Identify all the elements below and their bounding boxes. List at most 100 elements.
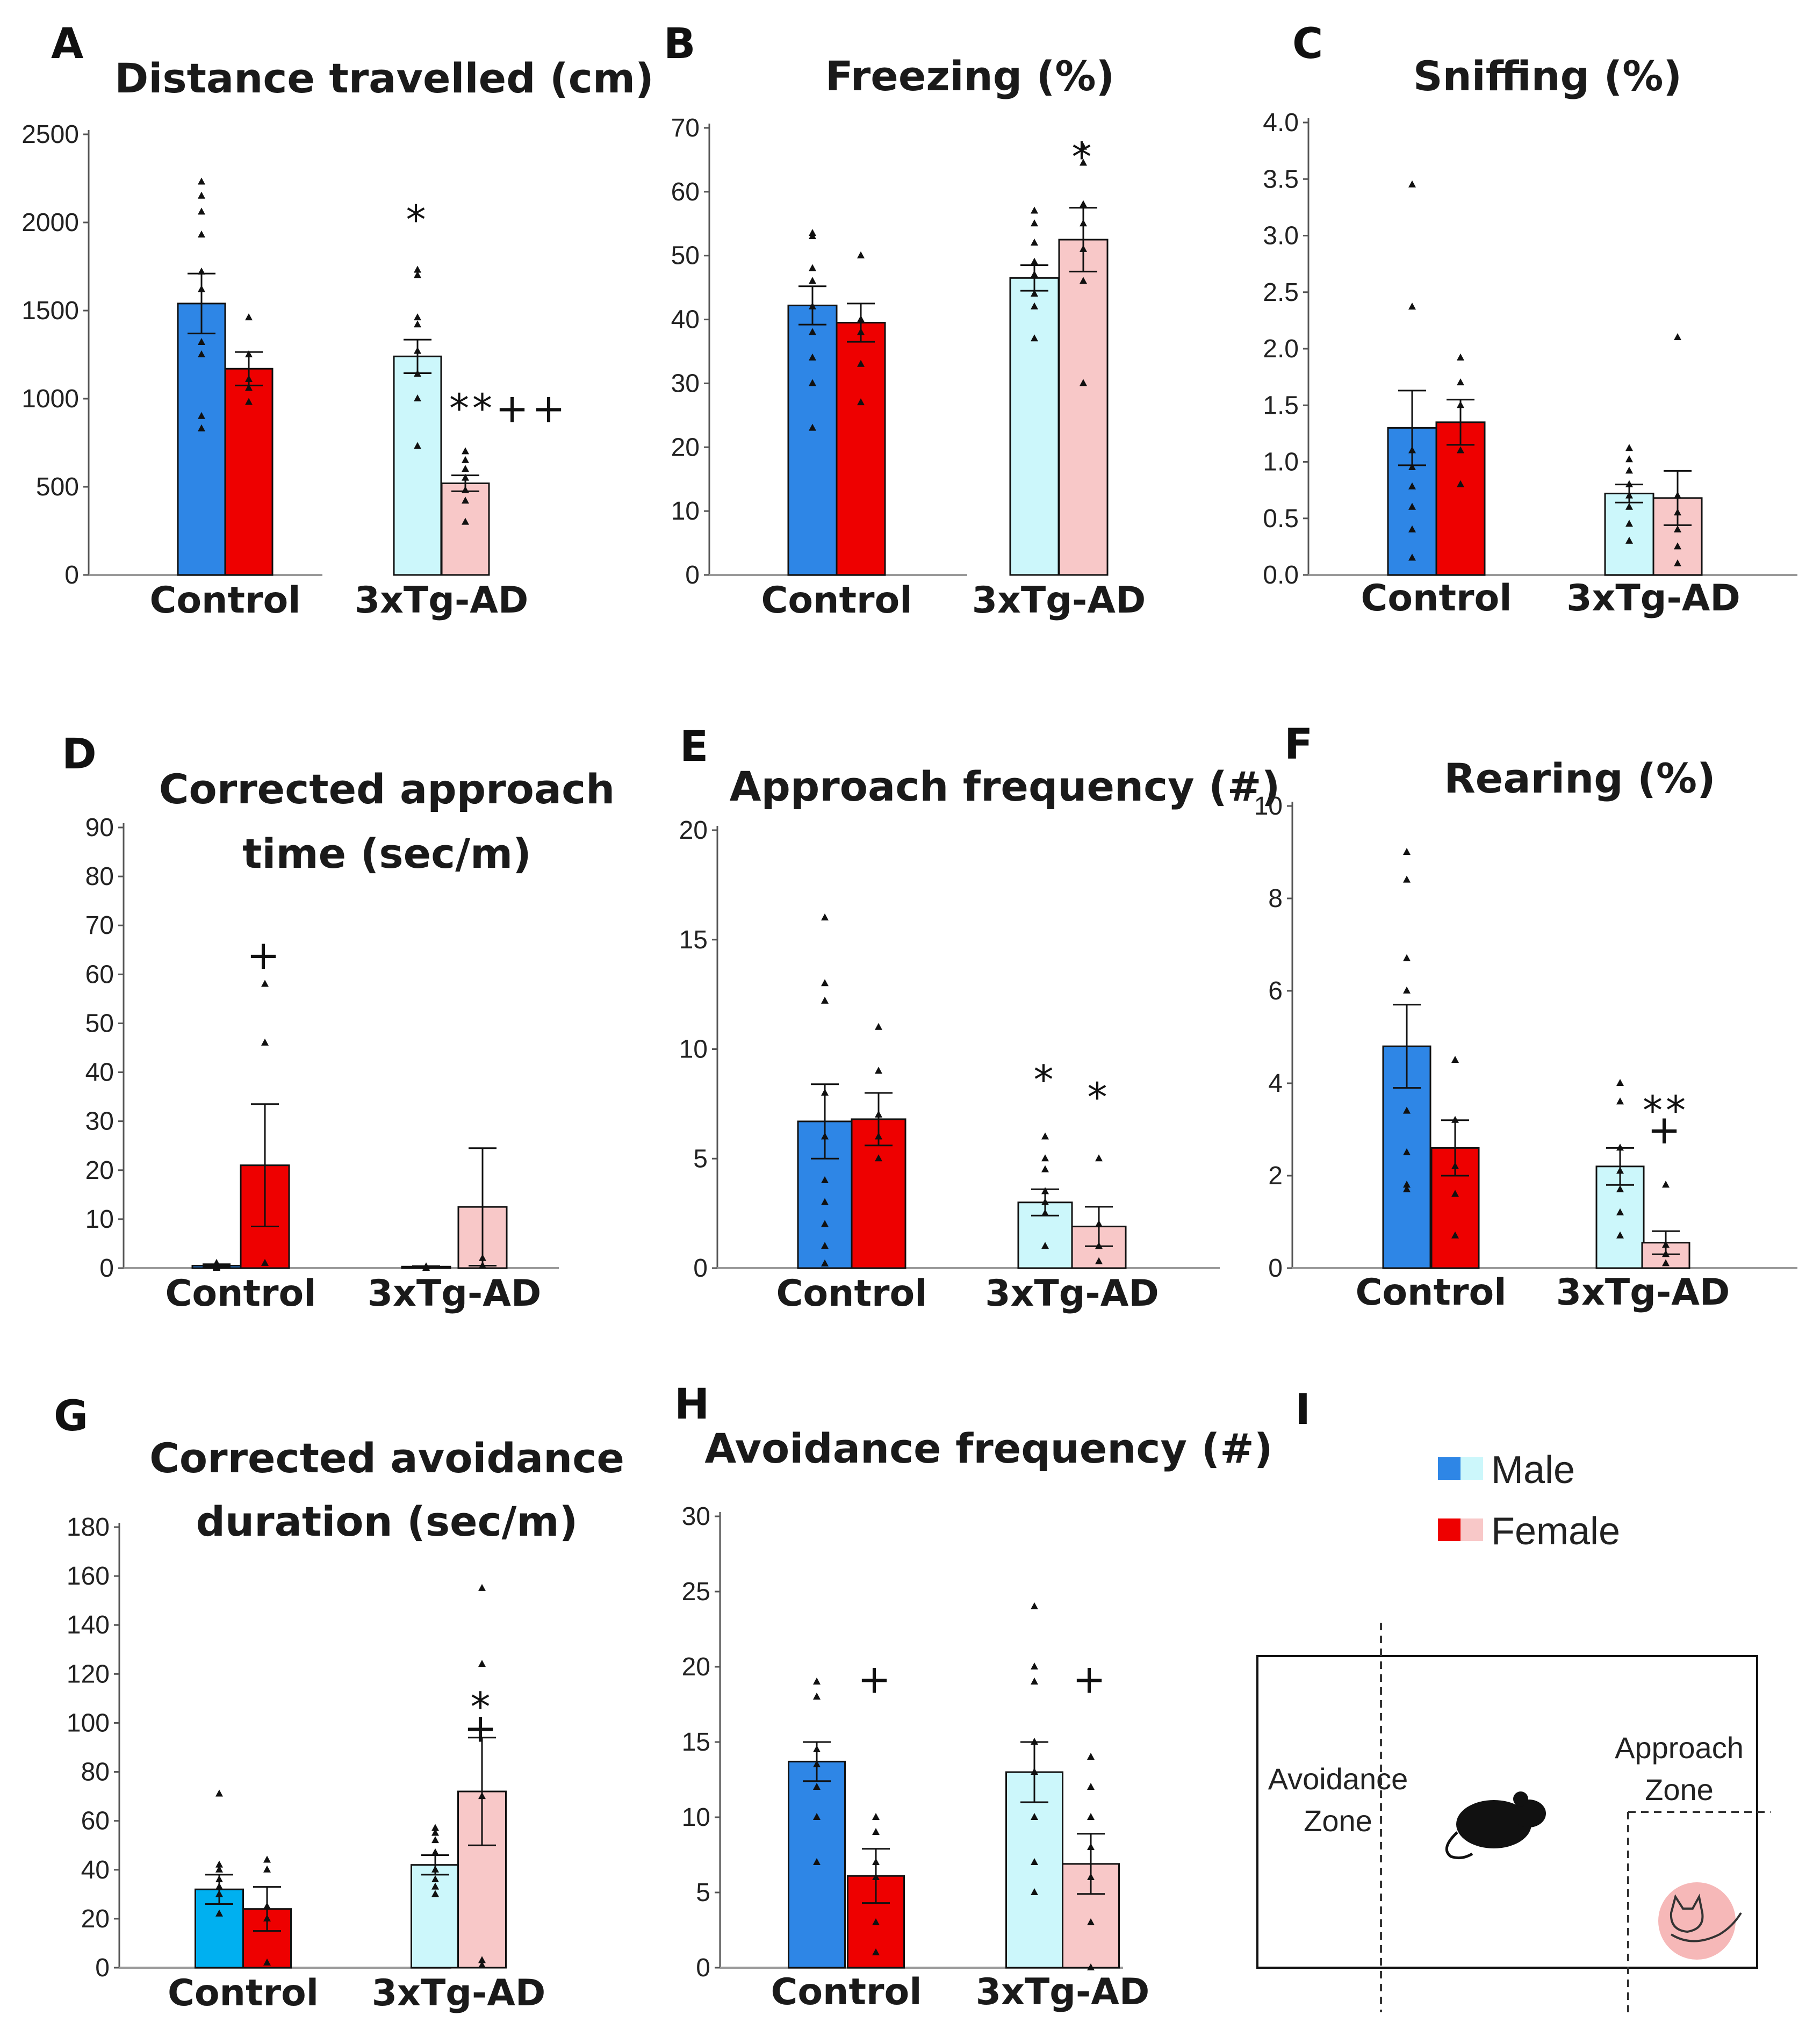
data-point xyxy=(261,980,269,987)
y-tick-label: 0 xyxy=(693,1254,708,1283)
y-tick-label: 20 xyxy=(81,1905,110,1933)
data-point xyxy=(478,1961,486,1968)
data-point xyxy=(1674,333,1681,340)
y-tick-label: 60 xyxy=(671,178,700,206)
data-point xyxy=(1031,290,1038,297)
data-point xyxy=(1031,1738,1038,1745)
data-point xyxy=(1616,1185,1624,1192)
y-tick-label: 10 xyxy=(682,1803,710,1832)
y-tick-label: 50 xyxy=(671,242,700,270)
data-point xyxy=(821,1242,829,1249)
bar-control-male xyxy=(787,304,838,576)
data-point xyxy=(462,465,469,472)
y-tick-label: 70 xyxy=(671,114,700,142)
data-point xyxy=(422,1264,430,1271)
data-point xyxy=(1080,379,1087,386)
data-point xyxy=(414,271,421,278)
y-tick-label: 0 xyxy=(95,1954,110,1982)
y-tick-label: 15 xyxy=(682,1728,710,1757)
data-point xyxy=(213,1264,220,1271)
data-point xyxy=(1087,1843,1095,1850)
y-tick-label: 160 xyxy=(67,1562,110,1590)
chart-panel-b: B Freezing (%) 0 10 20 30 40 50 60 70 Control 3xTg-… xyxy=(664,20,1146,622)
data-point xyxy=(245,313,253,321)
panel-letter: C xyxy=(1292,20,1323,68)
cat-circle xyxy=(1658,1882,1736,1960)
chart-title: Approach frequency (#) xyxy=(730,762,1280,810)
panel-letter: B xyxy=(664,20,695,68)
y-tick-label: 40 xyxy=(85,1059,114,1087)
panel-letter: I xyxy=(1295,1386,1311,1434)
category-label: Control xyxy=(1355,1271,1506,1314)
data-point xyxy=(263,1865,271,1873)
category-label: 3xTg-AD xyxy=(1556,1271,1730,1314)
panel-letter: E xyxy=(680,723,708,771)
data-point xyxy=(414,394,421,401)
data-point xyxy=(1080,277,1087,284)
data-point xyxy=(872,1858,880,1865)
data-point xyxy=(821,1132,829,1140)
data-point xyxy=(1080,219,1087,227)
chart-panel-a: A Distance travelled (cm) 0 500 1000 1500 2000… xyxy=(21,20,654,622)
data-point xyxy=(1095,1220,1103,1227)
category-label: 3xTg-AD xyxy=(976,1971,1150,2013)
data-point xyxy=(872,1918,880,1925)
y-tick-label: 50 xyxy=(85,1009,114,1038)
y-tick-label: 0 xyxy=(64,561,79,589)
data-point xyxy=(809,302,816,310)
data-point xyxy=(1662,1181,1670,1188)
y-tick-label: 4.0 xyxy=(1263,109,1299,137)
data-point xyxy=(261,1038,269,1046)
data-point xyxy=(1674,491,1681,499)
data-point xyxy=(215,1860,223,1868)
data-point xyxy=(414,320,421,328)
data-point xyxy=(1031,1662,1038,1669)
mouse-head xyxy=(1512,1800,1546,1827)
y-tick-label: 5 xyxy=(696,1879,710,1907)
y-tick-label: 500 xyxy=(36,473,79,501)
category-label: Control xyxy=(771,1971,922,2013)
chart-title: Avoidance frequency (#) xyxy=(704,1424,1272,1472)
y-tick-label: 1500 xyxy=(21,297,79,325)
data-point xyxy=(809,379,816,386)
data-point xyxy=(813,1813,821,1820)
data-point xyxy=(1041,1154,1049,1162)
chart-title: time (sec/m) xyxy=(242,830,531,877)
data-point xyxy=(198,267,205,275)
data-point xyxy=(198,177,205,185)
y-tick-label: 1000 xyxy=(21,385,79,413)
cat-head xyxy=(1670,1894,1704,1933)
y-tick-label: 120 xyxy=(67,1660,110,1688)
data-point xyxy=(414,265,421,273)
data-point xyxy=(1403,1181,1411,1188)
data-point xyxy=(1031,334,1038,342)
y-tick-label: 3.5 xyxy=(1263,165,1299,193)
data-point xyxy=(1625,455,1633,463)
data-point xyxy=(215,1865,223,1873)
data-point xyxy=(261,1258,269,1266)
data-point xyxy=(1095,1242,1103,1249)
data-point xyxy=(1625,480,1633,487)
y-tick-label: 100 xyxy=(67,1709,110,1737)
data-point xyxy=(1403,875,1411,883)
data-point xyxy=(1457,353,1464,361)
data-point xyxy=(431,1824,439,1831)
y-tick-label: 30 xyxy=(671,369,700,398)
significance-marker: * xyxy=(471,1684,494,1730)
data-point xyxy=(215,1789,223,1797)
data-point xyxy=(1031,1678,1038,1685)
data-point xyxy=(1031,257,1038,265)
data-point xyxy=(813,1783,821,1790)
y-tick-label: 20 xyxy=(671,433,700,462)
category-label: Control xyxy=(168,1972,319,2014)
data-point xyxy=(263,1855,271,1863)
data-point xyxy=(1408,446,1416,454)
y-tick-label: 0 xyxy=(685,561,700,589)
data-point xyxy=(1616,1167,1624,1174)
panel-letter: A xyxy=(51,20,83,68)
data-point xyxy=(1451,1056,1459,1063)
legend-label-male: Male xyxy=(1491,1449,1575,1492)
data-point xyxy=(809,232,816,240)
data-point xyxy=(479,1261,486,1269)
